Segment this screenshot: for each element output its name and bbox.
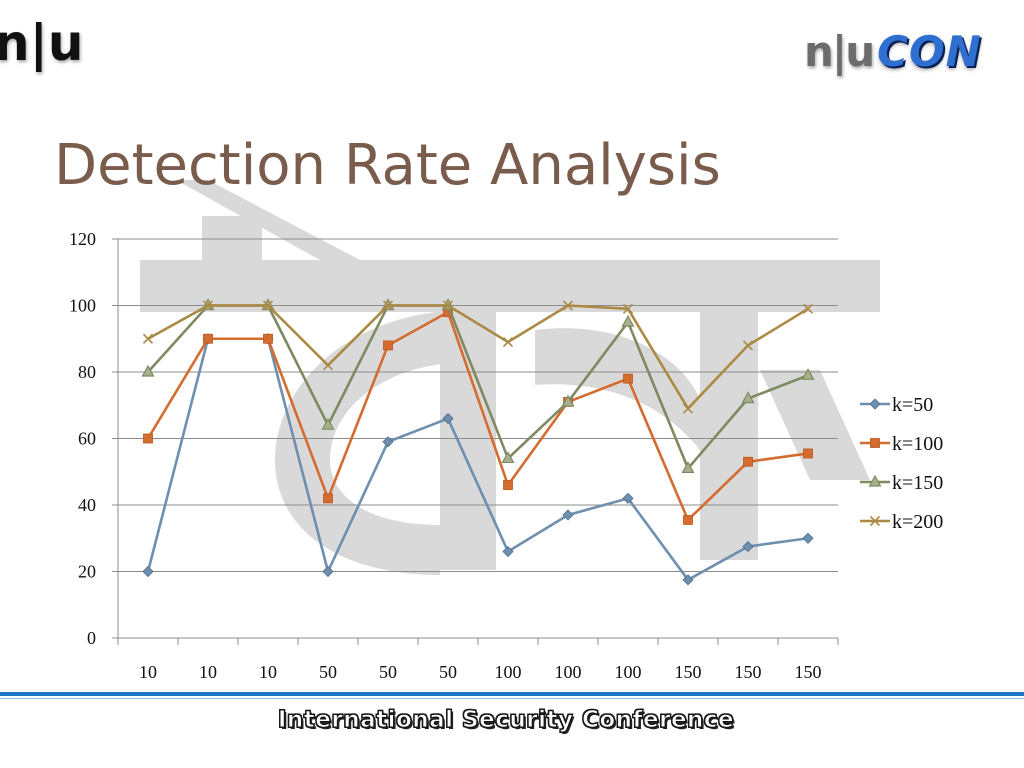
point-k200 [682,403,694,414]
x-tick-label: 150 [735,662,762,682]
y-tick-label: 60 [78,429,96,449]
x-tick-label: 150 [675,662,702,682]
x-tick-label: 100 [495,662,522,682]
line-chart: 0 20 40 60 80 100 120 10 10 10 50 50 50 100 100 100 150 1… [69,229,943,682]
x-tick-label: 100 [555,662,582,682]
point-k200 [322,360,334,371]
legend-marker-k200 [869,515,881,527]
point-k100 [143,433,153,444]
point-k50 [562,509,574,521]
footer-divider [0,692,1024,696]
x-tick-label: 50 [379,662,397,682]
x-tick-label: 50 [439,662,457,682]
logo-left: n|u [0,14,84,72]
point-k200 [262,300,274,311]
point-k150 [741,391,755,404]
point-k100 [503,480,513,490]
point-k100 [383,340,393,351]
point-k100 [683,515,693,525]
legend-marker-k150 [868,474,882,487]
series-line-k200 [147,304,809,410]
slide-title: Detection Rate Analysis [54,133,721,198]
point-k150 [321,417,335,430]
point-k50 [742,540,754,553]
point-k50 [382,436,394,448]
x-tick-label: 50 [319,662,337,682]
x-tick-label: 10 [139,662,157,682]
point-k100 [323,493,333,504]
point-k100 [623,373,633,384]
y-tick-label: 120 [69,229,96,249]
logo-right-prefix: n|u [804,27,875,76]
point-k200 [742,340,754,351]
point-k100 [203,333,213,344]
x-tick-label: 100 [615,662,642,682]
point-k50 [502,545,514,558]
x-tick-label: 10 [199,662,217,682]
legend-label-k100: k=100 [892,433,943,455]
series-line-k50 [146,337,809,582]
logo-right-suffix: CON [877,27,982,76]
series-line-k100 [146,310,809,522]
point-k50 [322,565,334,578]
point-k150 [501,451,515,464]
point-k100 [743,456,753,467]
point-k50 [142,565,154,578]
point-k100 [803,448,813,459]
watermark-glyph-icon [140,180,880,575]
legend-marker-k100 [870,438,880,448]
point-k50 [682,574,694,586]
y-tick-label: 100 [69,296,96,316]
x-tick-label: 10 [259,662,277,682]
point-k200 [802,303,814,314]
point-k50 [622,492,634,504]
legend-label-k50: k=50 [892,394,933,416]
y-tick-label: 20 [78,562,96,582]
point-k150 [561,394,575,407]
point-k200 [142,333,154,344]
point-k200 [622,303,634,314]
point-k100 [263,333,273,344]
point-k150 [621,314,635,327]
point-k200 [562,300,574,311]
legend-label-k150: k=150 [892,472,943,494]
point-k200 [382,300,394,311]
point-k200 [502,337,514,348]
footer-divider-thin [0,698,1024,699]
point-k50 [802,532,814,544]
legend-label-k200: k=200 [892,511,943,533]
x-tick-label: 150 [795,662,822,682]
logo-right: n|u CON [804,24,1016,80]
y-tick-label: 80 [78,362,96,382]
footer-conference-title: International Security Conference [277,707,735,734]
point-k150 [801,368,815,380]
point-k150 [681,461,695,474]
point-k200 [442,300,454,311]
y-tick-label: 40 [78,495,96,515]
point-k50 [442,412,454,425]
y-tick-label: 0 [87,628,96,648]
point-k150 [141,364,155,377]
point-k200 [202,300,214,311]
legend-marker-k50 [869,398,881,410]
